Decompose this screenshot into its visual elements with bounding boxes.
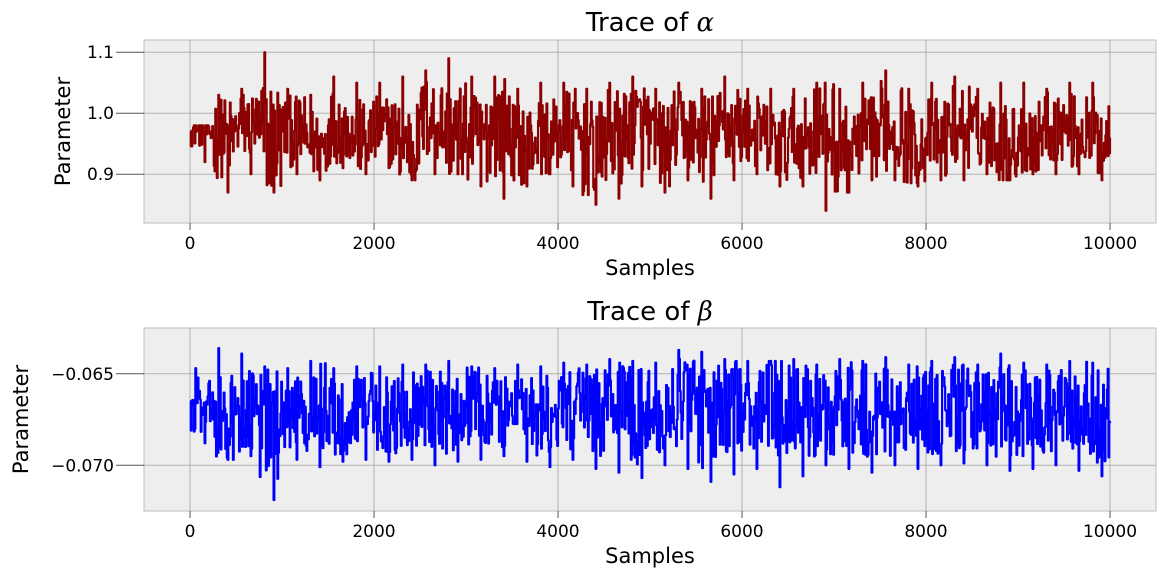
beta-x-tick-label-3: 6000: [720, 522, 763, 542]
alpha-x-tick-label-4: 8000: [904, 234, 947, 254]
alpha-title-prefix: Trace of: [585, 8, 697, 38]
alpha-x-axis-label: Samples: [605, 256, 695, 280]
alpha-chart-title: Trace of α: [585, 8, 715, 38]
alpha-title-symbol: α: [697, 8, 715, 38]
alpha-y-axis-label: Parameter: [51, 77, 75, 187]
alpha-x-tick-label-3: 6000: [720, 234, 763, 254]
beta-x-tick-label-5: 10000: [1083, 522, 1137, 542]
alpha-x-tick-label-0: 0: [185, 234, 196, 254]
beta-x-tick-label-1: 2000: [352, 522, 395, 542]
beta-y-axis-label: Parameter: [9, 365, 33, 475]
beta-y-tick-label-1: −0.070: [51, 456, 114, 476]
alpha-x-tick-label-1: 2000: [352, 234, 395, 254]
alpha-x-tick-label-5: 10000: [1083, 234, 1137, 254]
alpha-y-tick-label-2: 1.1: [87, 43, 114, 63]
beta-x-tick-label-2: 4000: [536, 522, 579, 542]
beta-x-tick-label-4: 8000: [904, 522, 947, 542]
alpha-y-tick-label-0: 0.9: [87, 165, 114, 185]
beta-x-axis-label: Samples: [605, 544, 695, 568]
alpha-trace-line: [189, 51, 1112, 212]
alpha-x-tick-label-2: 4000: [536, 234, 579, 254]
beta-x-tick-label-0: 0: [185, 522, 196, 542]
beta-title-symbol: β: [697, 297, 713, 327]
alpha-y-tick-label-1: 1.0: [87, 104, 114, 124]
beta-trace-panel: 0 2000 4000 6000 8000 10000 −0.065 −0.070 Trace …: [9, 297, 1157, 568]
alpha-trace-panel: 0 2000 4000 6000 8000 10000 0.9 1.0 1.1 Trace of …: [51, 8, 1157, 280]
beta-title-prefix: Trace of: [586, 297, 698, 327]
beta-y-tick-label-0: −0.065: [51, 365, 114, 385]
beta-chart-title: Trace of β: [586, 297, 713, 327]
beta-trace-line: [189, 347, 1112, 502]
